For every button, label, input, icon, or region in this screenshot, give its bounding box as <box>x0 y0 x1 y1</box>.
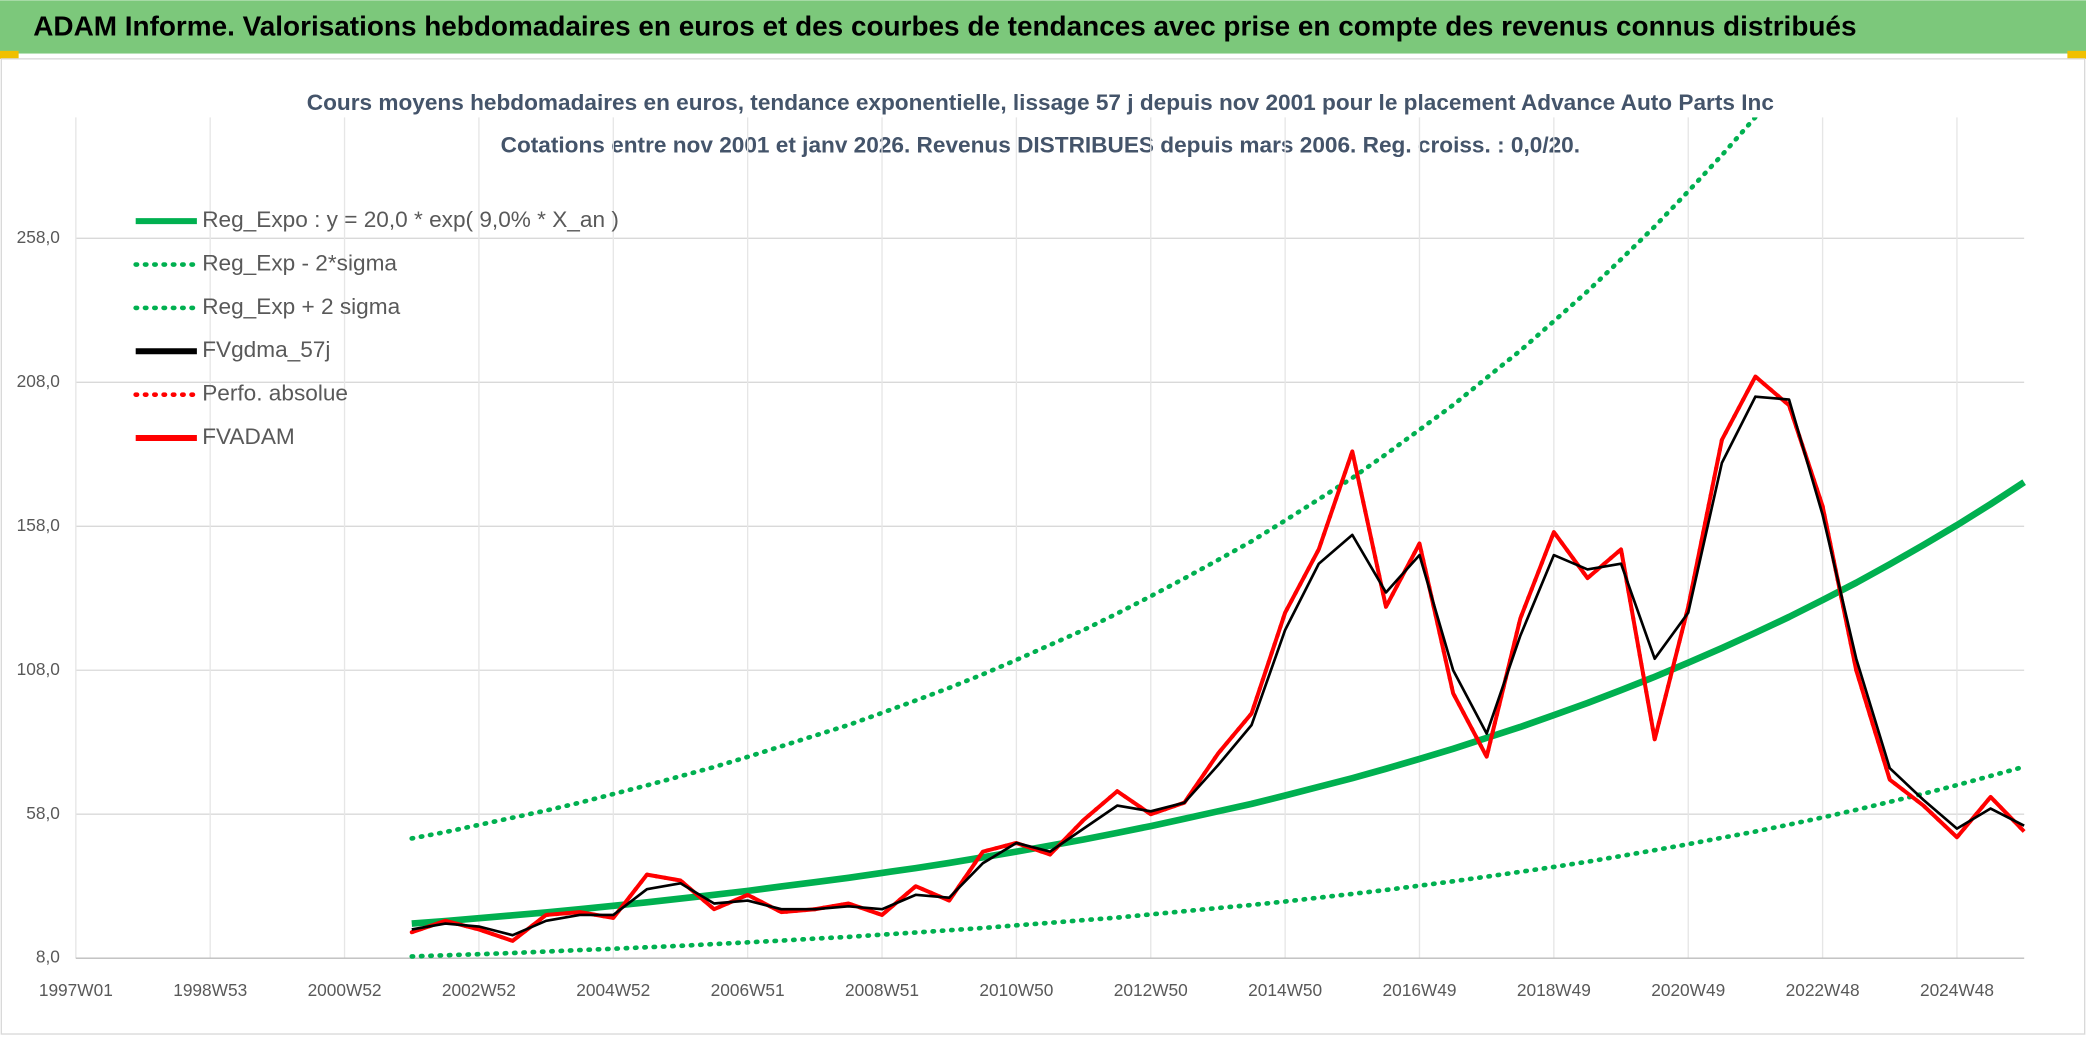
x-tick-label: 1997W01 <box>39 980 113 1000</box>
legend-label: Perfo. absolue <box>202 381 348 406</box>
legend: Reg_Expo : y = 20,0 * exp( 9,0% * X_an )… <box>133 207 619 449</box>
legend-label: FVgdma_57j <box>202 337 330 362</box>
header-bar <box>0 0 2086 54</box>
x-tick-label: 2022W48 <box>1786 980 1860 1000</box>
series-line <box>409 764 2027 959</box>
y-tick-label: 58,0 <box>26 803 60 823</box>
y-tick-label: 208,0 <box>17 371 60 391</box>
x-tick-label: 2012W50 <box>1114 980 1188 1000</box>
x-tick-label: 2010W50 <box>979 980 1053 1000</box>
plot <box>409 117 2027 959</box>
x-tick-label: 2018W49 <box>1517 980 1591 1000</box>
legend-label: Reg_Expo : y = 20,0 * exp( 9,0% * X_an ) <box>202 207 619 232</box>
x-tick-label: 1998W53 <box>173 980 247 1000</box>
legend-label: FVADAM <box>202 424 295 449</box>
chart-subtitle: Cotations entre nov 2001 et janv 2026. R… <box>501 133 1580 158</box>
x-tick-label: 2008W51 <box>845 980 919 1000</box>
grid: 8,0 58,0 108,0 158,0 208,0 258,0 1997W01 1998W5… <box>17 117 2025 1000</box>
series-line <box>411 479 2026 927</box>
corner <box>2067 50 2086 59</box>
y-tick-label: 108,0 <box>17 659 60 679</box>
x-tick-label: 2020W49 <box>1651 980 1725 1000</box>
x-tick-label: 2014W50 <box>1248 980 1322 1000</box>
chart-title: Cours moyens hebdomadaires en euros, ten… <box>307 90 1774 115</box>
x-tick-label: 2024W48 <box>1920 980 1994 1000</box>
y-tick-label: 258,0 <box>17 227 60 247</box>
corner <box>0 50 19 59</box>
x-tick-label: 2000W52 <box>308 980 382 1000</box>
chart-area <box>0 58 2086 1035</box>
x-tick-label: 2006W51 <box>711 980 785 1000</box>
header-title: ADAM Informe. Valorisations hebdomadaire… <box>33 11 1856 42</box>
x-tick-label: 2002W52 <box>442 980 516 1000</box>
y-tick-label: 8,0 <box>36 947 60 967</box>
series-line <box>411 395 2025 937</box>
series-line <box>409 374 2027 943</box>
x-tick-label: 2016W49 <box>1382 980 1456 1000</box>
series-line <box>409 117 1759 841</box>
legend-label: Reg_Exp - 2*sigma <box>202 251 397 276</box>
legend-label: Reg_Exp + 2 sigma <box>202 294 400 319</box>
y-tick-label: 158,0 <box>17 515 60 535</box>
x-tick-label: 2004W52 <box>576 980 650 1000</box>
